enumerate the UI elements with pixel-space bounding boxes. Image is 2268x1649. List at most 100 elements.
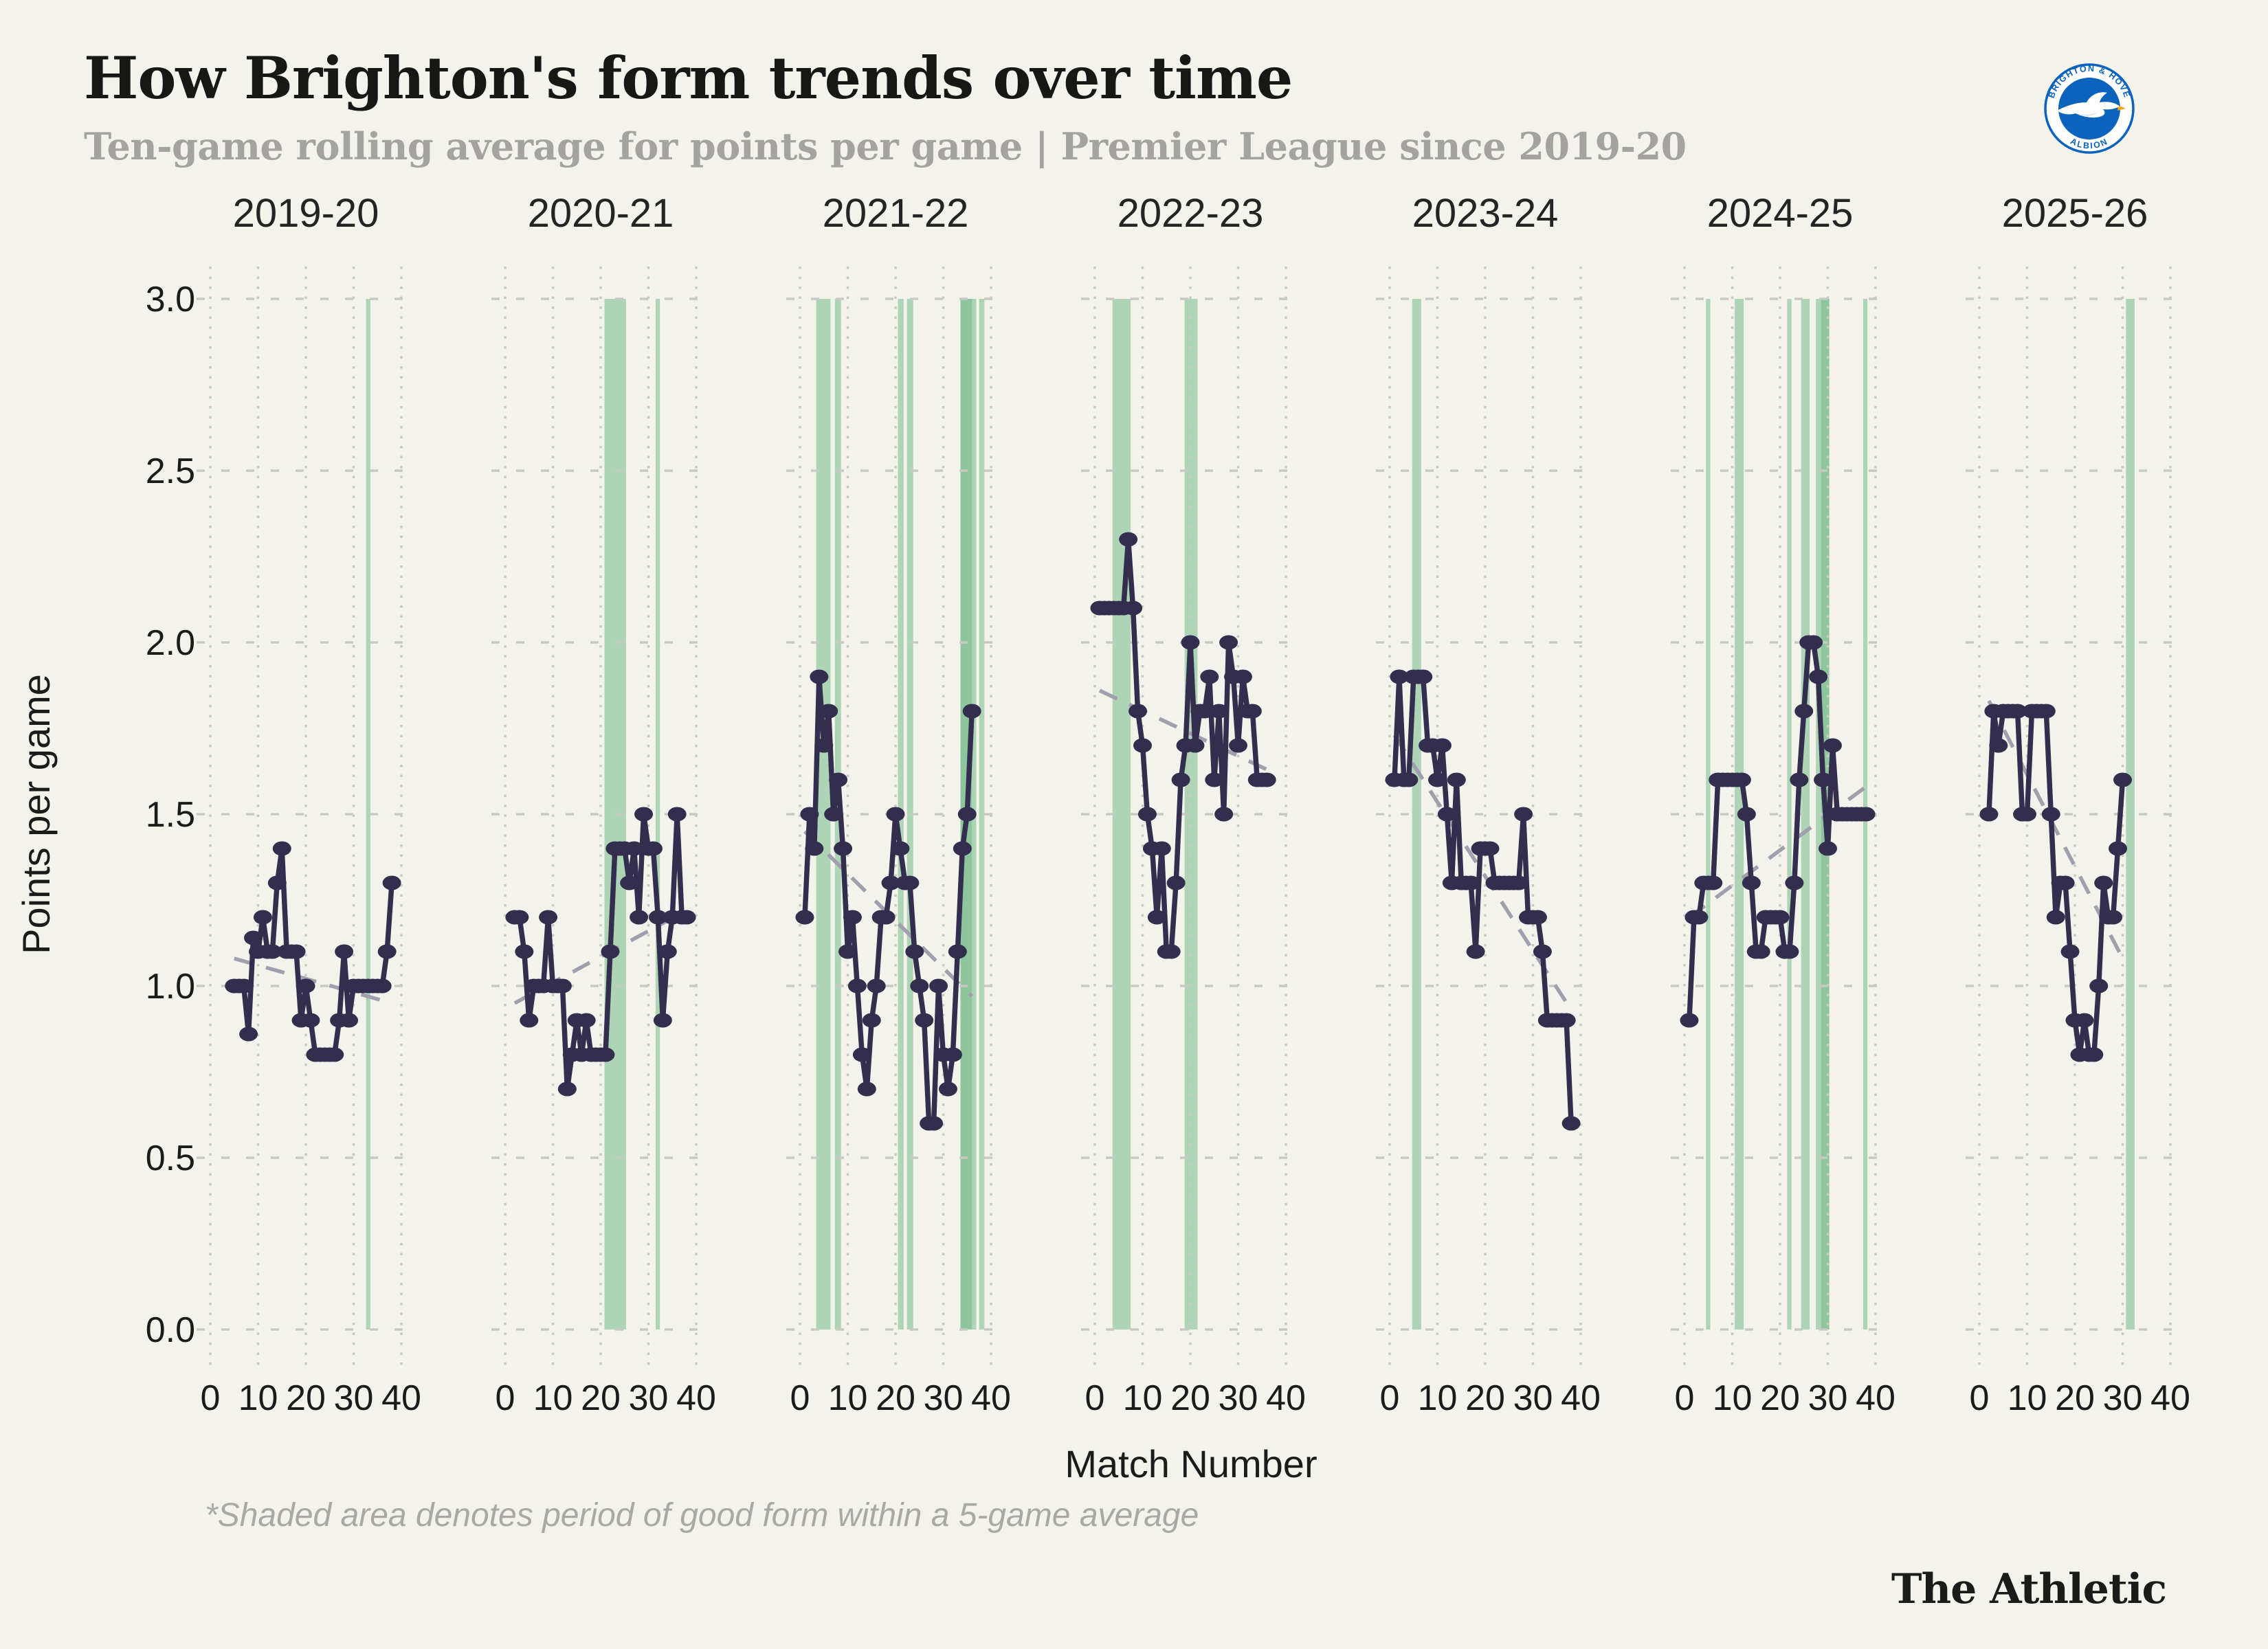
data-point [905, 944, 924, 959]
data-point [1533, 944, 1552, 959]
good-form-band [1112, 299, 1131, 1330]
data-point [325, 1047, 344, 1062]
data-point [829, 772, 848, 787]
data-point [847, 978, 867, 994]
x-tick-label: 0 [1380, 1378, 1400, 1418]
data-point [1466, 944, 1485, 959]
season-title: 2020-21 [528, 191, 674, 236]
seagull-icon [2057, 92, 2126, 118]
data-point [838, 944, 857, 959]
data-point [1119, 532, 1138, 547]
x-tick-label: 30 [1808, 1378, 1848, 1418]
data-point [852, 1047, 871, 1062]
y-axis-title: Points per game [14, 674, 58, 954]
data-point [1210, 704, 1229, 719]
data-point [1214, 807, 1234, 822]
y-tick-label: 2.0 [146, 623, 195, 663]
data-point [962, 704, 981, 719]
x-tick-label: 20 [581, 1378, 621, 1418]
data-point [1129, 704, 1148, 719]
data-point [938, 1081, 957, 1097]
data-point [1528, 910, 1547, 925]
form-line [1687, 640, 1869, 1023]
data-point [810, 669, 829, 684]
data-point [1979, 807, 1999, 822]
x-axis-title: Match Number [1065, 1442, 1317, 1485]
data-point [1447, 772, 1466, 787]
data-point [1181, 635, 1200, 650]
x-tick-label: 10 [1123, 1378, 1163, 1418]
y-tick-label: 3.0 [146, 280, 195, 319]
x-tick-label: 0 [496, 1378, 515, 1418]
data-point [814, 738, 834, 753]
data-point [234, 978, 254, 994]
data-point [620, 875, 639, 890]
season-panel-2019-20: 2019-20 0 10 20 30 40 [197, 191, 421, 1418]
season-title: 2022-23 [1118, 191, 1264, 236]
footnote: *Shaded area denotes period of good form… [205, 1497, 1199, 1534]
data-point [648, 910, 667, 925]
data-point [1200, 669, 1219, 684]
data-point [1480, 841, 1500, 856]
data-point [891, 841, 910, 856]
x-tick-label: 10 [1418, 1378, 1458, 1418]
y-tick-label: 0.5 [146, 1138, 195, 1178]
data-point [557, 1081, 577, 1097]
x-tick-label: 20 [1170, 1378, 1210, 1418]
data-point [953, 841, 972, 856]
data-point [824, 807, 843, 822]
y-tick-label: 0.0 [146, 1310, 195, 1350]
season-title: 2024-25 [1707, 191, 1854, 236]
x-tick-label: 20 [1465, 1378, 1505, 1418]
x-tick-label: 20 [1760, 1378, 1800, 1418]
data-point [2008, 704, 2027, 719]
data-point [900, 875, 920, 890]
data-point [515, 944, 534, 959]
good-form-band [979, 299, 985, 1330]
data-point [857, 1081, 876, 1097]
data-point [2089, 978, 2109, 994]
data-point [1219, 635, 1238, 650]
x-tick-label: 0 [1675, 1378, 1695, 1418]
data-point [1770, 910, 1790, 925]
trend-line [234, 956, 392, 1005]
data-point [1133, 738, 1152, 753]
data-point [1152, 841, 1171, 856]
data-point [634, 807, 654, 822]
y-tick-label: 1.0 [146, 967, 195, 1007]
data-point [2060, 944, 2080, 959]
good-form-band [1184, 299, 1198, 1330]
good-form-band [655, 299, 660, 1330]
y-tick-label: 1.5 [146, 795, 195, 835]
data-point [1689, 910, 1709, 925]
data-point [1732, 772, 1751, 787]
x-tick-label: 20 [2055, 1378, 2095, 1418]
data-point [1137, 807, 1157, 822]
data-point [2056, 875, 2075, 890]
x-tick-label: 40 [381, 1378, 421, 1418]
data-point [287, 944, 306, 959]
data-point [924, 1116, 944, 1131]
x-tick-label: 0 [201, 1378, 221, 1418]
x-tick-label: 20 [876, 1378, 915, 1418]
data-point [1437, 807, 1456, 822]
form-line [1097, 537, 1269, 954]
season-panel-2020-21: 2020-21 0 10 20 30 40 [491, 191, 716, 1418]
data-point [843, 910, 862, 925]
data-point [239, 1027, 258, 1042]
data-point [1233, 669, 1252, 684]
data-point [819, 704, 838, 719]
data-point [957, 807, 977, 822]
data-point [2104, 910, 2123, 925]
data-point [867, 978, 886, 994]
data-point [377, 944, 397, 959]
data-point [1171, 772, 1190, 787]
data-point [1780, 944, 1799, 959]
data-point [1390, 669, 1409, 684]
data-point [1989, 738, 2008, 753]
data-point [1804, 635, 1823, 650]
data-point [335, 944, 354, 959]
data-point [382, 875, 401, 890]
crest-bottom-text: ALBION [2069, 136, 2109, 150]
